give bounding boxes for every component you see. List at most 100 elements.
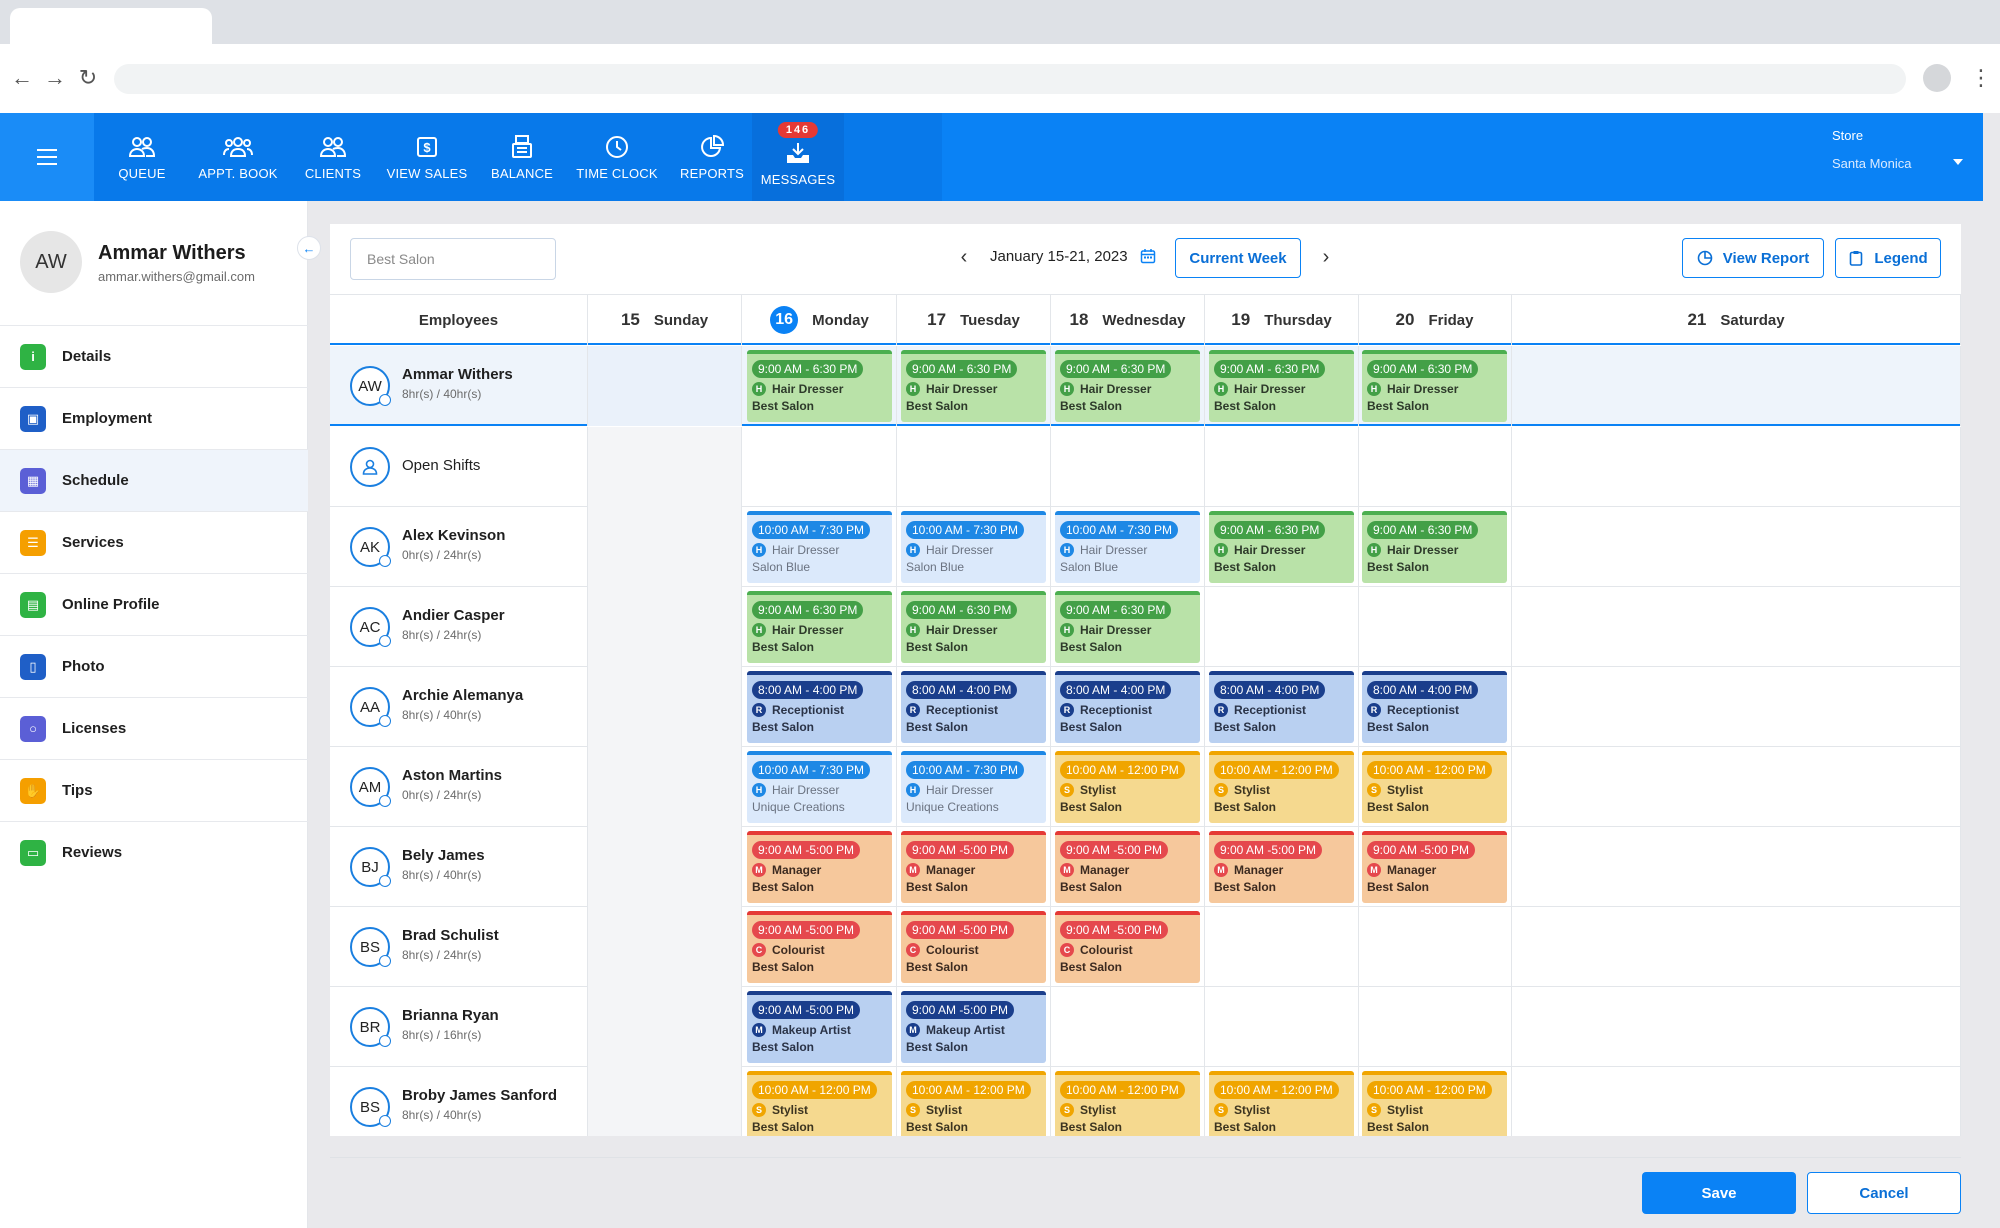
employee-cell[interactable]: Open Shifts (330, 427, 588, 507)
sidebar-item-photo[interactable]: ▯ Photo (0, 635, 308, 697)
day-column-header[interactable]: 15 Sunday (588, 295, 742, 345)
day-cell[interactable]: 10:00 AM - 12:00 PM S Stylist Best Salon (1358, 1067, 1512, 1136)
day-cell[interactable]: 9:00 AM -5:00 PM C Colourist Best Salon (743, 907, 897, 987)
day-cell[interactable] (1205, 987, 1359, 1067)
current-week-button[interactable]: Current Week (1175, 238, 1301, 278)
browser-menu-icon[interactable]: ⋮ (1970, 65, 1992, 90)
shift-block[interactable]: 8:00 AM - 4:00 PM R Receptionist Best Salon (747, 671, 892, 743)
day-cell[interactable] (1358, 907, 1512, 987)
day-column-header[interactable]: 19 Thursday (1205, 295, 1359, 345)
day-cell[interactable] (1205, 427, 1359, 507)
day-cell[interactable] (588, 427, 742, 507)
day-cell[interactable] (588, 987, 742, 1067)
nav-clients[interactable]: CLIENTS (300, 113, 366, 201)
chevron-left-icon[interactable]: ‹ (960, 246, 968, 268)
day-cell[interactable]: 8:00 AM - 4:00 PM R Receptionist Best Salon (1205, 667, 1359, 747)
sidebar-item-details[interactable]: i Details (0, 325, 308, 387)
address-bar[interactable] (114, 64, 1906, 94)
sidebar-item-licenses[interactable]: ○ Licenses (0, 697, 308, 759)
day-cell[interactable] (1512, 827, 1961, 907)
day-cell[interactable]: 9:00 AM -5:00 PM M Makeup Artist Best Salon (743, 987, 897, 1067)
day-cell[interactable]: 10:00 AM - 12:00 PM S Stylist Best Salon (1051, 1067, 1205, 1136)
shift-block[interactable]: 9:00 AM -5:00 PM M Manager Best Salon (901, 831, 1046, 903)
shift-block[interactable]: 9:00 AM -5:00 PM M Manager Best Salon (1055, 831, 1200, 903)
employee-cell[interactable]: AC Andier Casper 8hr(s) / 24hr(s) (330, 587, 588, 667)
day-cell[interactable] (1205, 587, 1359, 667)
shift-block[interactable]: 8:00 AM - 4:00 PM R Receptionist Best Salon (1055, 671, 1200, 743)
day-cell[interactable] (588, 747, 742, 827)
day-cell[interactable] (1358, 427, 1512, 507)
day-cell[interactable]: 9:00 AM -5:00 PM C Colourist Best Salon (1051, 907, 1205, 987)
sidebar-item-tips[interactable]: ✋ Tips (0, 759, 308, 821)
chevron-down-icon[interactable] (1953, 159, 1963, 165)
day-cell[interactable]: 8:00 AM - 4:00 PM R Receptionist Best Salon (1051, 667, 1205, 747)
shift-block[interactable]: 10:00 AM - 7:30 PM H Hair Dresser Unique Cr… (901, 751, 1046, 823)
shift-block[interactable]: 9:00 AM - 6:30 PM H Hair Dresser Best Salon (1362, 350, 1507, 422)
shift-block[interactable]: 9:00 AM -5:00 PM M Manager Best Salon (1209, 831, 1354, 903)
shift-block[interactable]: 8:00 AM - 4:00 PM R Receptionist Best Salon (1209, 671, 1354, 743)
day-cell[interactable] (588, 346, 742, 426)
day-cell[interactable] (588, 587, 742, 667)
day-cell[interactable]: 9:00 AM -5:00 PM M Manager Best Salon (1051, 827, 1205, 907)
shift-block[interactable]: 10:00 AM - 12:00 PM S Stylist Best Salon (1362, 751, 1507, 823)
day-cell[interactable] (1051, 987, 1205, 1067)
day-cell[interactable]: 10:00 AM - 12:00 PM S Stylist Best Salon (1358, 747, 1512, 827)
day-cell[interactable] (1512, 507, 1961, 587)
nav-appt-book[interactable]: APPT. BOOK (196, 113, 280, 201)
day-cell[interactable]: 9:00 AM - 6:30 PM H Hair Dresser Best Salon (1205, 507, 1359, 587)
day-cell[interactable]: 10:00 AM - 12:00 PM S Stylist Best Salon (1205, 1067, 1359, 1136)
day-cell[interactable] (1512, 667, 1961, 747)
day-cell[interactable] (1051, 427, 1205, 507)
employee-cell[interactable]: AA Archie Alemanya 8hr(s) / 40hr(s) (330, 667, 588, 747)
day-cell[interactable]: 9:00 AM -5:00 PM C Colourist Best Salon (897, 907, 1051, 987)
shift-block[interactable]: 9:00 AM -5:00 PM C Colourist Best Salon (901, 911, 1046, 983)
day-cell[interactable] (897, 427, 1051, 507)
sidebar-item-schedule[interactable]: ▦ Schedule (0, 449, 308, 511)
shift-block[interactable]: 9:00 AM - 6:30 PM H Hair Dresser Best Salon (1055, 591, 1200, 663)
shift-block[interactable]: 9:00 AM - 6:30 PM H Hair Dresser Best Salon (747, 591, 892, 663)
day-cell[interactable] (1512, 987, 1961, 1067)
shift-block[interactable]: 9:00 AM -5:00 PM C Colourist Best Salon (1055, 911, 1200, 983)
shift-block[interactable]: 10:00 AM - 12:00 PM S Stylist Best Salon (1362, 1071, 1507, 1136)
shift-block[interactable]: 10:00 AM - 12:00 PM S Stylist Best Salon (901, 1071, 1046, 1136)
shift-block[interactable]: 9:00 AM - 6:30 PM H Hair Dresser Best Salon (747, 350, 892, 422)
shift-block[interactable]: 9:00 AM -5:00 PM C Colourist Best Salon (747, 911, 892, 983)
shift-block[interactable]: 9:00 AM -5:00 PM M Makeup Artist Best Salon (901, 991, 1046, 1063)
day-cell[interactable] (1512, 587, 1961, 667)
nav-reports[interactable]: REPORTS (678, 113, 746, 201)
day-cell[interactable] (1512, 1067, 1961, 1136)
sidebar-item-services[interactable]: ☰ Services (0, 511, 308, 573)
day-cell[interactable]: 9:00 AM -5:00 PM M Makeup Artist Best Salon (897, 987, 1051, 1067)
shift-block[interactable]: 9:00 AM -5:00 PM M Manager Best Salon (747, 831, 892, 903)
day-cell[interactable] (588, 667, 742, 747)
day-cell[interactable]: 10:00 AM - 7:30 PM H Hair Dresser Unique Cr… (897, 747, 1051, 827)
day-column-header[interactable]: 20 Friday (1358, 295, 1512, 345)
day-column-header[interactable]: 21 Saturday (1512, 295, 1961, 345)
day-cell[interactable]: 9:00 AM - 6:30 PM H Hair Dresser Best Salon (1051, 587, 1205, 667)
day-cell[interactable]: 9:00 AM - 6:30 PM H Hair Dresser Best Salon (743, 346, 897, 426)
nav-balance[interactable]: BALANCE (488, 113, 556, 201)
day-cell[interactable]: 10:00 AM - 7:30 PM H Hair Dresser Salon Blu… (743, 507, 897, 587)
day-cell[interactable] (588, 507, 742, 587)
day-cell[interactable] (1512, 427, 1961, 507)
day-column-header[interactable]: 16 Monday (743, 295, 897, 345)
calendar-icon[interactable] (1140, 248, 1156, 264)
employee-cell[interactable]: AK Alex Kevinson 0hr(s) / 24hr(s) (330, 507, 588, 587)
shift-block[interactable]: 8:00 AM - 4:00 PM R Receptionist Best Salon (901, 671, 1046, 743)
store-select[interactable]: Santa Monica (1832, 156, 1912, 171)
shift-block[interactable]: 9:00 AM - 6:30 PM H Hair Dresser Best Salon (901, 350, 1046, 422)
day-cell[interactable]: 10:00 AM - 12:00 PM S Stylist Best Salon (743, 1067, 897, 1136)
shift-block[interactable]: 10:00 AM - 12:00 PM S Stylist Best Salon (1209, 1071, 1354, 1136)
day-cell[interactable]: 9:00 AM -5:00 PM M Manager Best Salon (743, 827, 897, 907)
nav-time-clock[interactable]: TIME CLOCK (576, 113, 658, 201)
shift-block[interactable]: 9:00 AM - 6:30 PM H Hair Dresser Best Salon (901, 591, 1046, 663)
day-cell[interactable] (588, 907, 742, 987)
shift-block[interactable]: 9:00 AM -5:00 PM M Makeup Artist Best Salon (747, 991, 892, 1063)
shift-block[interactable]: 10:00 AM - 12:00 PM S Stylist Best Salon (1055, 1071, 1200, 1136)
menu-toggle-button[interactable] (0, 113, 94, 201)
reload-icon[interactable]: ↻ (78, 65, 98, 90)
day-cell[interactable]: 10:00 AM - 12:00 PM S Stylist Best Salon (1051, 747, 1205, 827)
day-cell[interactable]: 9:00 AM -5:00 PM M Manager Best Salon (897, 827, 1051, 907)
employee-cell[interactable]: BJ Bely James 8hr(s) / 40hr(s) (330, 827, 588, 907)
sidebar-item-reviews[interactable]: ▭ Reviews (0, 821, 308, 883)
